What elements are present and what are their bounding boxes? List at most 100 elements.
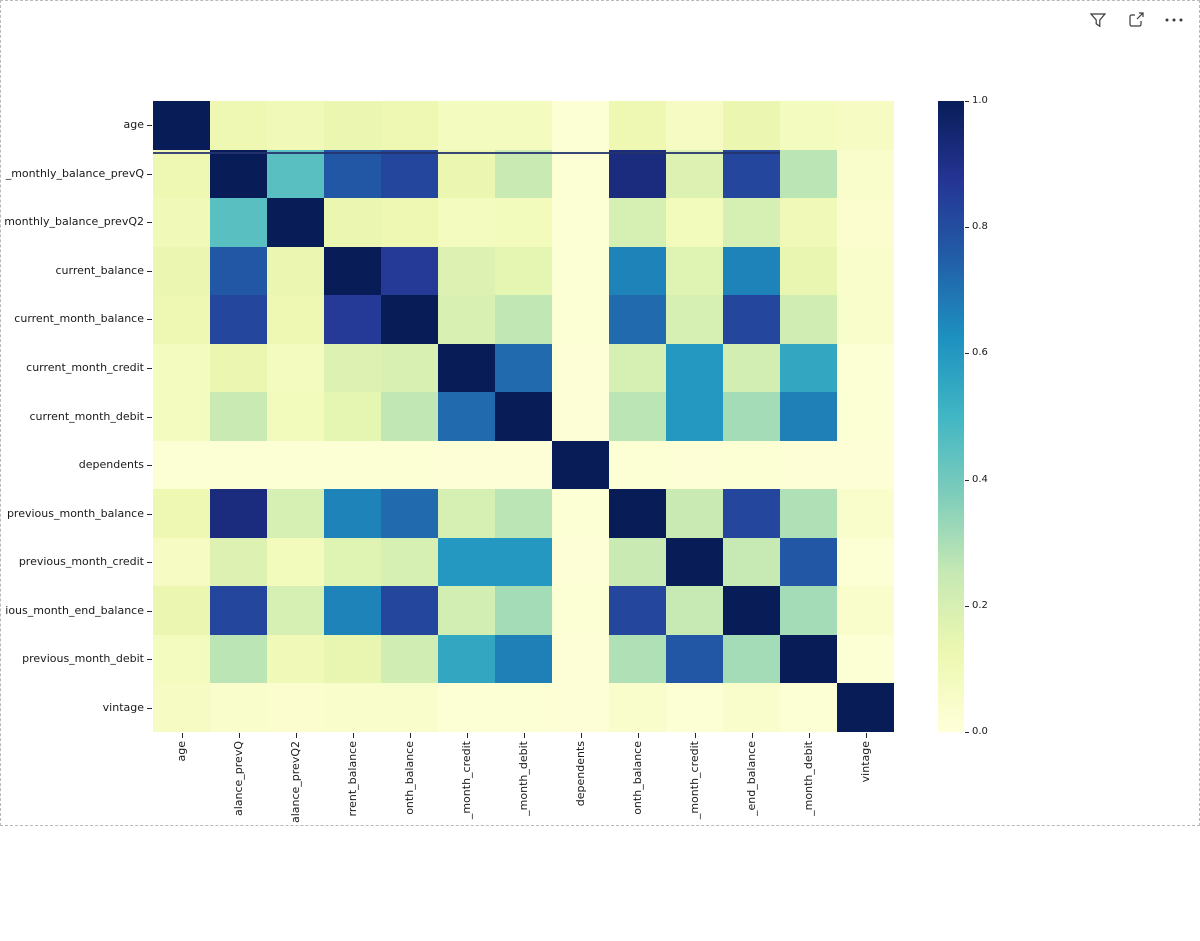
heatmap-cell [609,440,666,490]
heatmap-cell [666,198,723,247]
y-axis-tick [147,707,152,709]
heatmap-cell [210,198,267,247]
more-options-icon[interactable] [1163,9,1185,31]
heatmap-cell [210,295,267,344]
heatmap-cell [723,343,780,393]
heatmap-cell [609,343,666,393]
heatmap-cell [324,392,381,441]
heatmap-cell [381,149,438,199]
heatmap-cell [438,440,495,490]
heatmap-cell [210,149,267,199]
y-axis-tick [147,416,152,418]
heatmap-cell [438,392,495,441]
heatmap-cell [666,392,723,441]
y-axis-tick [147,173,152,175]
heatmap-cell [381,489,438,538]
heatmap-cell [210,343,267,393]
heatmap-cell [552,101,609,150]
heatmap-cell [267,198,324,247]
heatmap-cell [324,634,381,684]
heatmap-cell [381,634,438,684]
heatmap-cell [210,440,267,490]
heatmap-cell [153,634,210,684]
heatmap-cell [324,489,381,538]
heatmap-cell [324,246,381,296]
heatmap-cell [267,295,324,344]
heatmap-cell [552,537,609,587]
y-axis-label: monthly_balance_prevQ2 [4,215,144,229]
heatmap-cell [609,537,666,587]
heatmap-cell [153,246,210,296]
heatmap-cell [153,295,210,344]
heatmap-cell [666,683,723,732]
x-axis-label: _month_credit [687,741,701,820]
heatmap-cell [438,586,495,635]
heatmap-cell [780,634,837,684]
heatmap-cell [609,683,666,732]
y-axis-tick [147,513,152,515]
heatmap-cell [267,101,324,150]
powerbi-visual-container: age _monthly_balance_prevQ monthly_balance… [0,0,1200,826]
heatmap-cell [723,246,780,296]
heatmap-cell [438,149,495,199]
heatmap-cell [552,246,609,296]
x-axis-label: vintage [858,741,872,783]
heatmap-cell [666,149,723,199]
heatmap-cell [552,149,609,199]
heatmap-cell [324,683,381,732]
heatmap-cell [495,392,552,441]
heatmap-cell [153,440,210,490]
x-axis-tick [352,733,354,738]
y-axis-label: vintage [102,700,144,714]
heatmap-cell [552,440,609,490]
focus-mode-icon[interactable] [1125,9,1147,31]
x-axis-tick [238,733,240,738]
heatmap-cell [381,586,438,635]
heatmap-cell [609,392,666,441]
heatmap-cell [780,392,837,441]
heatmap-cell [723,440,780,490]
heatmap-cell [666,634,723,684]
colorbar-tick-label: 1.0 [972,95,988,106]
heatmap-cell [780,246,837,296]
heatmap-cell [438,198,495,247]
y-axis-tick [147,562,152,564]
heatmap-cell [438,246,495,296]
heatmap-cell [837,295,894,344]
heatmap-cell [495,198,552,247]
heatmap-cell [837,343,894,393]
x-axis-tick [466,733,468,738]
colorbar-tick [965,227,969,229]
heatmap-cell [666,343,723,393]
x-axis-label: dependents [573,741,587,807]
heatmap-cell [723,149,780,199]
heatmap-cell [438,489,495,538]
heatmap-cell [552,295,609,344]
colorbar [938,101,964,732]
x-axis-label: onth_balance [630,741,644,815]
heatmap-cell [438,634,495,684]
heatmap-cell [267,683,324,732]
y-axis-tick [147,465,152,467]
heatmap-cell [153,537,210,587]
heatmap-cell [780,149,837,199]
heatmap-cell [837,440,894,490]
heatmap-cell [723,392,780,441]
heatmap-cell [666,101,723,150]
heatmap-cell [324,586,381,635]
heatmap-cell [267,586,324,635]
heatmap-cell [381,198,438,247]
heatmap-cell [153,149,210,199]
y-axis-label: ious_month_end_balance [5,603,144,617]
y-axis-label: previous_month_balance [6,506,144,520]
heatmap-cell [438,537,495,587]
heatmap-cell [666,246,723,296]
filter-icon[interactable] [1087,9,1109,31]
heatmap-cell [324,343,381,393]
heatmap-grid [153,101,894,732]
heatmap-cell [267,537,324,587]
colorbar-tick [965,353,969,355]
heatmap-cell [267,489,324,538]
heatmap-cell [837,683,894,732]
y-axis-label: previous_month_credit [18,555,144,569]
